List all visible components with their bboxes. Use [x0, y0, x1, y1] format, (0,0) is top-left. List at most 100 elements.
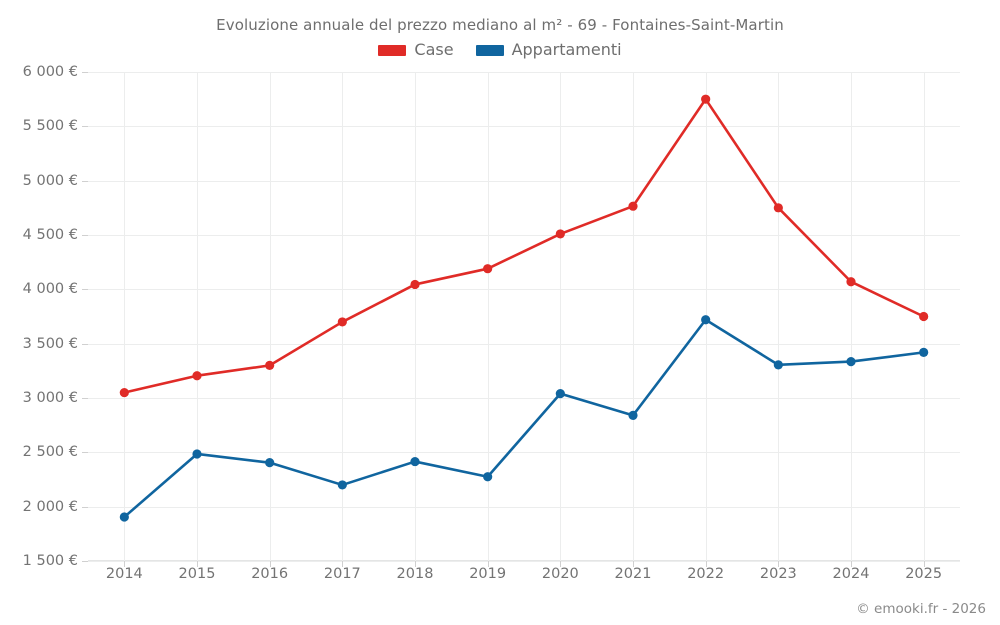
data-point[interactable]	[483, 472, 493, 482]
y-axis-tick-label: 2 500 €	[22, 444, 78, 461]
y-gridline	[88, 398, 960, 399]
y-axis-tick-mark	[82, 289, 88, 291]
x-axis-tick-mark	[487, 561, 489, 567]
y-axis-tick-label: 2 000 €	[22, 498, 78, 515]
x-gridline	[633, 72, 634, 561]
series-line-appartamenti	[123, 318, 925, 519]
y-gridline	[88, 235, 960, 236]
y-axis-tick-label: 6 000 €	[22, 64, 78, 80]
x-gridline	[269, 72, 271, 561]
y-gridline	[88, 506, 960, 508]
x-gridline	[778, 72, 780, 561]
x-axis-line	[88, 560, 960, 561]
x-gridline	[487, 72, 489, 561]
data-point[interactable]	[410, 279, 420, 290]
y-axis-tick-mark	[82, 343, 88, 345]
y-axis-tick-mark	[82, 126, 88, 128]
y-axis-tick-mark	[82, 506, 88, 508]
series-line-case	[123, 97, 925, 394]
y-gridline	[88, 126, 960, 128]
data-point[interactable]	[919, 347, 929, 357]
y-axis-tick-label: 3 000 €	[22, 390, 78, 406]
y-axis-tick-label: 3 500 €	[22, 335, 78, 352]
y-axis-tick-label: 4 500 €	[22, 227, 78, 243]
data-point[interactable]	[555, 389, 565, 399]
x-axis-tick-mark	[633, 561, 634, 567]
chart-title: Evoluzione annuale del prezzo mediano al…	[216, 16, 784, 34]
x-axis-tick-label: 2016	[251, 566, 289, 582]
y-gridline	[88, 343, 960, 345]
data-point[interactable]	[192, 449, 202, 459]
y-gridline	[88, 289, 960, 291]
x-axis-tick-label: 2020	[541, 566, 579, 582]
x-axis-tick-mark	[124, 561, 126, 567]
y-axis-tick-mark	[82, 452, 88, 454]
y-axis-tick-mark	[82, 561, 88, 562]
data-point[interactable]	[846, 277, 856, 287]
data-point[interactable]	[628, 201, 638, 211]
x-axis-tick-label: 2024	[832, 566, 870, 582]
y-gridline	[88, 72, 960, 73]
x-gridline	[124, 72, 126, 561]
x-axis-tick-mark	[705, 561, 707, 567]
legend-swatch-case	[378, 44, 407, 56]
y-axis-tick-mark	[82, 72, 88, 73]
x-axis-tick-mark	[269, 561, 271, 567]
x-axis-tick-label: 2018	[396, 566, 434, 582]
y-axis-tick-mark	[82, 235, 88, 236]
x-axis-tick-mark	[923, 561, 925, 567]
x-axis-tick-label: 2014	[105, 566, 143, 582]
data-point[interactable]	[919, 311, 929, 322]
x-axis-tick-mark	[197, 561, 198, 567]
x-axis-tick-label: 2021	[614, 566, 652, 582]
x-axis-tick-mark	[778, 561, 780, 567]
y-axis-tick-label: 1 500 €	[22, 553, 78, 569]
x-axis-tick-label: 2019	[469, 566, 507, 582]
y-axis-tick-mark	[82, 180, 88, 182]
data-point[interactable]	[119, 387, 129, 398]
data-point[interactable]	[628, 410, 638, 420]
legend-label-appartamenti: Appartamenti	[511, 40, 622, 59]
y-axis-tick-mark	[82, 398, 88, 399]
x-axis-tick-label: 2022	[687, 566, 725, 582]
x-axis-tick-mark	[560, 561, 562, 567]
data-point[interactable]	[265, 360, 275, 370]
x-gridline	[197, 72, 198, 561]
x-gridline	[415, 72, 416, 561]
y-axis-tick-label: 5 500 €	[22, 118, 78, 135]
data-point[interactable]	[410, 456, 420, 467]
x-gridline	[342, 72, 344, 561]
y-gridline	[88, 180, 960, 182]
x-gridline	[560, 72, 562, 561]
data-point[interactable]	[337, 480, 347, 490]
data-point[interactable]	[773, 203, 783, 213]
chart-legend: Case Appartamenti	[0, 42, 1000, 58]
x-gridline	[851, 72, 852, 561]
x-axis-tick-mark	[342, 561, 344, 567]
footer-credit: © emooki.fr - 2026	[856, 601, 986, 617]
x-axis-tick-label: 2025	[905, 566, 943, 582]
x-axis-tick-mark	[415, 561, 416, 567]
x-axis-tick-label: 2017	[323, 566, 361, 582]
data-point[interactable]	[555, 229, 565, 239]
y-axis-tick-label: 4 000 €	[22, 281, 78, 298]
data-point[interactable]	[483, 264, 493, 274]
data-point[interactable]	[265, 458, 275, 468]
x-axis-tick-label: 2015	[178, 566, 216, 582]
x-axis-tick-label: 2023	[759, 566, 797, 582]
data-point[interactable]	[337, 317, 347, 327]
legend-item-appartamenti[interactable]: Appartamenti	[475, 40, 622, 59]
x-axis-tick-mark	[851, 561, 852, 567]
data-point[interactable]	[846, 356, 856, 367]
y-gridline	[88, 561, 960, 562]
data-point[interactable]	[701, 94, 711, 104]
legend-label-case: Case	[414, 40, 454, 59]
data-point[interactable]	[119, 512, 129, 522]
data-point[interactable]	[773, 360, 783, 370]
data-point[interactable]	[701, 315, 711, 325]
data-point[interactable]	[192, 371, 202, 381]
y-axis-tick-label: 5 000 €	[22, 172, 78, 189]
legend-item-case[interactable]: Case	[378, 40, 454, 59]
